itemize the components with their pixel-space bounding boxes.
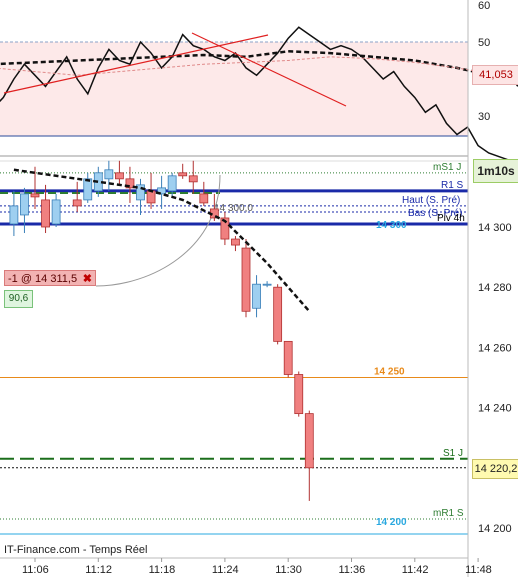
candle-body [30,193,40,198]
x-tick-label: 11:30 [275,564,302,576]
timeframe-badge[interactable]: 1m10s [473,159,518,183]
candle-body [294,374,304,415]
osc-trendline-down [191,32,347,107]
x-tick-label: 11:06 [22,564,49,576]
level-haut-label: Haut (S. Pré) [402,195,460,206]
price-ytick-label: 14 280 [478,282,512,294]
candle-body [136,184,145,201]
candle-body [252,283,261,309]
candle-body [146,190,156,204]
candle-body [9,205,19,225]
level-14250-label: 14 250 [374,367,405,378]
candle-body [51,199,61,225]
candle-body [262,283,272,286]
price-ytick-label: 14 260 [478,342,512,354]
x-tick-label: 11:24 [212,564,239,576]
osc-trendline-up [3,34,269,94]
candle-body [178,172,188,177]
level-14300-label: 14 300 [376,220,407,231]
x-tick-label: 11:18 [149,564,176,576]
candle-body [125,178,135,189]
moving-average-line [13,168,311,313]
close-order-icon[interactable]: ✖ [82,273,92,285]
order-ticket[interactable]: -1 @ 14 311,5 ✖ [4,270,96,286]
x-tick-label: 11:42 [402,564,429,576]
price-ytick-label: 14 240 [478,403,512,415]
candle-body [283,340,293,375]
price-ytick-label: 14 300 [478,222,512,234]
footer-source: IT-Finance.com - Temps Réel [4,544,148,556]
order-price-label: 14 300,0 [214,203,253,214]
oscillator-series-0 [0,26,518,165]
candle-body [199,193,209,204]
order-text: -1 @ 14 311,5 [8,273,78,285]
level-14200-label: 14 200 [376,517,407,528]
candle-body [157,187,167,195]
level-piv-label: Piv 4h [437,213,465,224]
candle-body [115,172,124,180]
level-ms1j-label: mS1 J [433,162,461,173]
price-ytick-label: 14 200 [478,523,512,535]
price-panel: mS1 J R1 S Haut (S. Pré) Bas (S. Pré)Piv 4h… [0,160,512,535]
osc-ytick-label: 50 [478,37,490,49]
candle-body [304,413,314,469]
candle-body [231,238,240,246]
level-s1j-label: S1 J [443,448,463,459]
candle-body [20,193,29,216]
x-tick-label: 11:12 [85,564,112,576]
pnl-value: 90,6 [4,290,33,308]
candle-body [72,199,82,207]
candle-body [273,286,283,342]
x-tick-label: 11:48 [465,564,492,576]
oscillator-value-badge: 41,053 [472,65,518,85]
x-tick-label: 11:36 [339,564,366,576]
candle-body [167,175,177,192]
last-price-badge: 14 220,2 [472,459,518,479]
candle-body [241,247,251,312]
candle-body [220,217,230,240]
level-r1s-label: R1 S [441,180,464,191]
osc-ytick-label: 60 [478,0,490,12]
osc-ytick-label: 30 [478,111,490,123]
order-connector [95,174,221,287]
level-bas-label: Bas (S. Pré) [408,208,462,219]
oscillator-series-2 [0,56,518,80]
candle-body [104,169,114,180]
candle-body [83,178,93,201]
candle-body [188,175,198,183]
oscillator-series-1 [0,50,518,87]
oscillator-zone [0,42,468,136]
candle-body [41,199,50,228]
level-mr1s-label: mR1 S [433,508,464,519]
oscillator-panel: 30 50 60 [0,0,518,165]
